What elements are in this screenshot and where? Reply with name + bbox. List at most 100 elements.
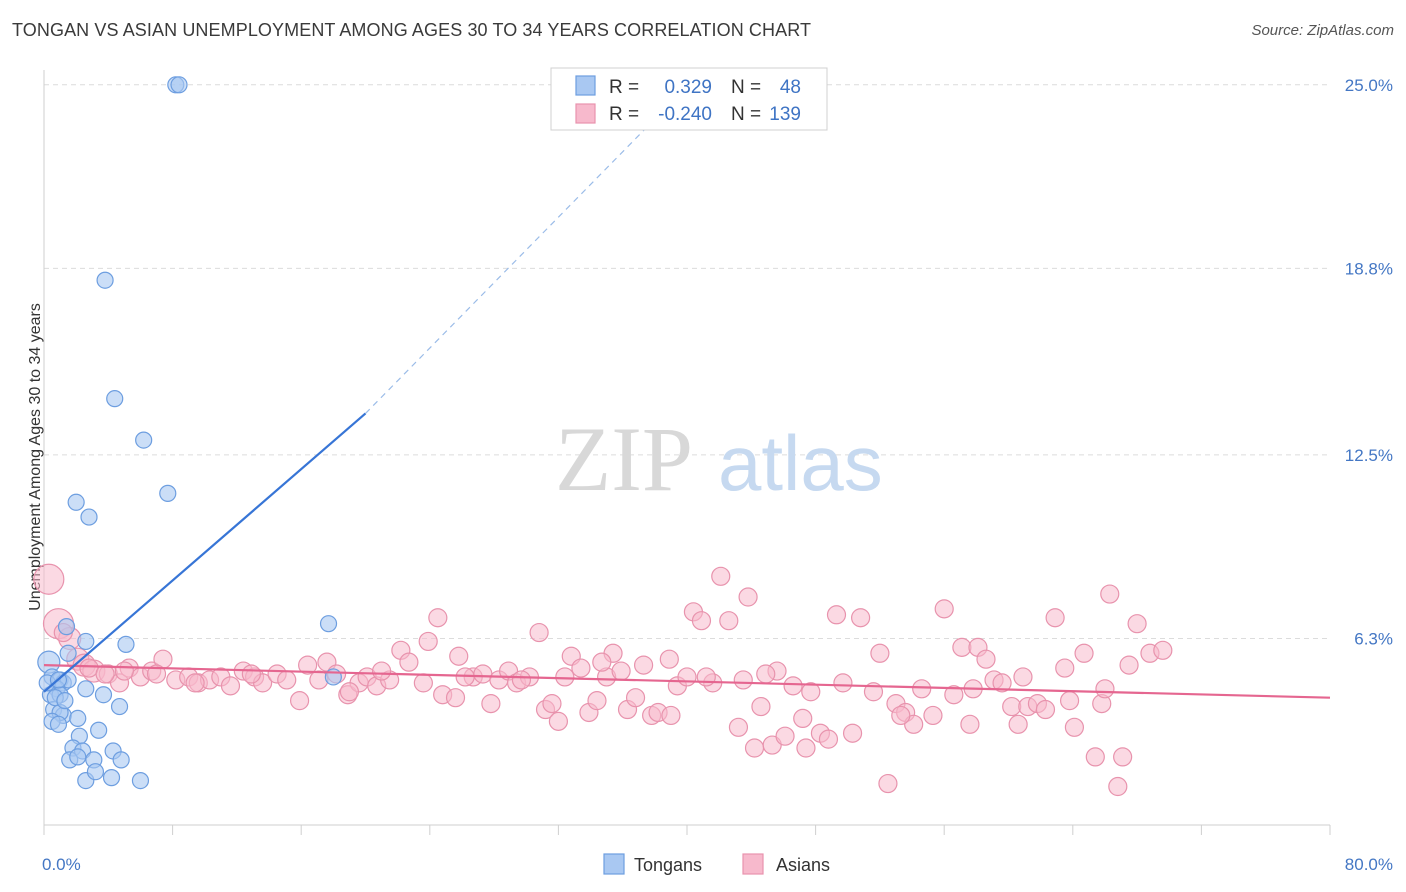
legend-n-label-asians: N = xyxy=(731,104,761,125)
asian-point xyxy=(851,608,871,628)
asian-point xyxy=(1059,691,1080,711)
tongan-trendline xyxy=(43,412,367,693)
chart-title: TONGAN VS ASIAN UNEMPLOYMENT AMONG AGES … xyxy=(12,20,812,40)
legend-n-label-tongans: N = xyxy=(731,77,761,98)
tongan-point xyxy=(94,686,113,704)
asian-point xyxy=(992,673,1012,693)
legend-box: R = 0.329 N = 48 R = -0.240 N = 139 xyxy=(550,67,828,131)
asian-point xyxy=(1002,696,1022,717)
asian-point xyxy=(677,667,697,687)
tongan-point xyxy=(69,709,87,728)
asian-point xyxy=(793,708,813,729)
asian-point xyxy=(833,673,853,693)
asian-point xyxy=(1008,714,1028,734)
asian-point xyxy=(826,605,847,625)
bottom-legend-swatch-asians xyxy=(742,853,764,875)
legend-r-value-asians: -0.240 xyxy=(658,104,712,125)
asian-point xyxy=(923,705,943,726)
asian-point xyxy=(529,622,549,643)
asian-point xyxy=(277,670,297,690)
bottom-legend-label-tongans: Tongans xyxy=(634,855,702,875)
asian-point xyxy=(418,631,438,652)
tongan-point xyxy=(86,763,105,781)
y-tick-label-3: 25.0% xyxy=(1345,76,1393,95)
x-tick-label-end: 80.0% xyxy=(1345,855,1393,874)
y-tick-label-0: 6.3% xyxy=(1354,629,1393,648)
watermark-zip: ZIP xyxy=(555,408,693,510)
asian-point xyxy=(592,652,612,672)
asian-point xyxy=(298,655,318,675)
asian-point xyxy=(691,611,712,631)
y-tick-label-2: 18.8% xyxy=(1345,259,1393,278)
asian-point xyxy=(1113,747,1133,767)
asian-point xyxy=(878,773,898,794)
asian-point xyxy=(1035,699,1056,720)
asian-point xyxy=(33,563,65,595)
legend-r-label-tongans: R = xyxy=(609,77,639,98)
asian-point xyxy=(783,676,803,696)
trendlines xyxy=(43,69,1331,699)
tongan-point xyxy=(135,431,153,449)
bottom-legend-label-asians: Asians xyxy=(776,855,830,875)
tick-labels: 6.3% 12.5% 18.8% 25.0% 0.0% 80.0% xyxy=(42,76,1393,874)
tongan-point xyxy=(110,697,129,716)
asian-point xyxy=(399,652,419,672)
tongan-point xyxy=(159,484,177,502)
asian-point xyxy=(976,649,996,669)
tongan-point xyxy=(106,390,124,408)
tongan-point xyxy=(117,635,135,653)
asian-point xyxy=(185,673,205,693)
asian-point xyxy=(870,643,890,663)
tongan-point xyxy=(170,76,188,94)
watermark-atlas: atlas xyxy=(718,419,883,507)
asian-point xyxy=(934,599,954,619)
asian-point xyxy=(1127,614,1147,634)
asian-point xyxy=(719,611,739,631)
asian-point xyxy=(1095,679,1115,699)
tongan-point xyxy=(131,771,150,790)
asian-point xyxy=(738,587,758,607)
asian-point xyxy=(625,688,646,708)
tongan-point xyxy=(49,715,68,733)
asian-point xyxy=(696,667,716,687)
tongan-point xyxy=(69,748,87,766)
asian-point xyxy=(944,685,964,705)
asian-point xyxy=(1100,584,1120,604)
asian-point xyxy=(449,646,469,666)
bottom-legend-swatch-tongans xyxy=(603,853,625,875)
legend-r-value-tongans: 0.329 xyxy=(664,77,712,98)
legend-swatch-asians xyxy=(575,103,596,124)
asian-point xyxy=(146,664,167,684)
legend-n-value-tongans: 48 xyxy=(780,77,801,98)
asian-point xyxy=(339,682,360,702)
asian-point xyxy=(241,664,261,684)
tongan-point xyxy=(90,721,108,739)
asian-point xyxy=(1119,655,1139,675)
asian-point xyxy=(818,729,839,749)
tongan-point xyxy=(319,615,338,633)
asian-point xyxy=(733,670,753,690)
asian-point xyxy=(891,705,911,726)
tongan-point xyxy=(112,751,130,769)
y-tick-label-1: 12.5% xyxy=(1345,446,1393,465)
chart-source: Source: ZipAtlas.com xyxy=(1251,22,1394,39)
asian-point xyxy=(1045,608,1065,628)
asian-point xyxy=(1013,667,1033,687)
asian-point xyxy=(473,664,493,684)
asian-point xyxy=(801,682,821,702)
tongan-point xyxy=(77,632,95,651)
asian-point xyxy=(587,691,607,711)
asian-point xyxy=(555,667,575,687)
asian-point xyxy=(611,661,631,681)
asian-point xyxy=(445,688,466,708)
asian-point xyxy=(1074,643,1094,663)
bottom-legend: Tongans Asians xyxy=(603,853,830,875)
gridlines xyxy=(44,84,1330,639)
legend-n-value-asians: 139 xyxy=(769,104,801,125)
asian-point xyxy=(309,670,329,690)
asian-point xyxy=(1153,640,1173,660)
asian-point xyxy=(661,705,681,726)
y-axis-title: Unemployment Among Ages 30 to 34 years xyxy=(27,303,44,611)
asian-point xyxy=(371,661,392,681)
